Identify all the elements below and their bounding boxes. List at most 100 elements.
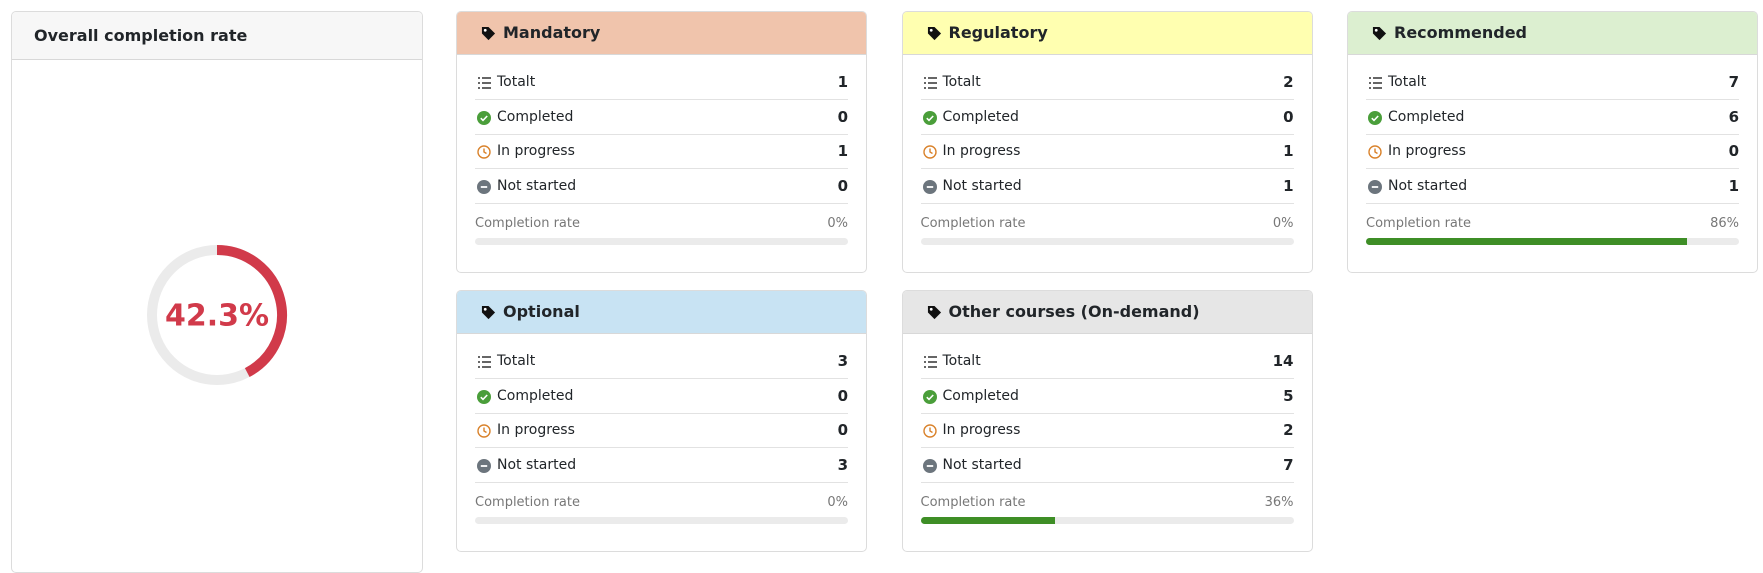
category-card: Other courses (On-demand) Totalt 14 Complet…	[901, 290, 1313, 552]
donut: 42.3%	[147, 245, 287, 385]
donut-arc	[216, 245, 287, 377]
list-icon	[478, 356, 491, 368]
row-label: Completed	[942, 387, 1019, 404]
category-card: Mandatory Totalt 1 Completed 0 In progress 1 No…	[456, 11, 867, 273]
tag-icon	[927, 305, 941, 320]
progress-track	[1366, 238, 1739, 245]
card-header: Recommended	[1348, 12, 1757, 55]
row-value: 7	[1283, 455, 1294, 474]
completion-label: Completion rate	[475, 495, 580, 510]
row-label: Completed	[1388, 108, 1465, 125]
row-value: 1	[1728, 176, 1739, 195]
row-separator	[1366, 168, 1739, 169]
row-separator	[920, 202, 1294, 204]
clock-icon	[1368, 145, 1382, 159]
row-value: 1	[1283, 176, 1294, 195]
card-title: Optional	[503, 302, 580, 321]
row-value: 2	[1283, 421, 1294, 439]
tag-icon	[1372, 26, 1387, 41]
completion-label: Completion rate	[920, 216, 1026, 231]
row-separator	[475, 378, 848, 379]
category-card: Regulatory Totalt 2 Completed 0 In progress 1 N…	[901, 11, 1313, 273]
row-label: Not started	[497, 177, 577, 194]
row-value: 1	[1283, 142, 1294, 160]
row-label: In progress	[942, 143, 1021, 159]
row-label: Not started	[1388, 177, 1468, 194]
row-label: Completed	[497, 387, 574, 404]
check-icon	[922, 110, 937, 125]
row-label: Not started	[942, 456, 1022, 473]
row-label: Totalt	[942, 353, 981, 369]
row-label: Totalt	[497, 353, 536, 369]
row-separator	[475, 168, 848, 169]
list-icon	[478, 77, 491, 89]
row-separator	[920, 99, 1294, 100]
row-value: 5	[1283, 386, 1294, 405]
progress-track	[475, 238, 848, 245]
row-separator	[1366, 99, 1739, 100]
minus-icon	[922, 458, 937, 473]
row-label: Totalt	[1388, 74, 1427, 90]
row-value: 0	[1728, 142, 1739, 160]
row-value: 2	[1283, 73, 1294, 91]
card-header: Regulatory	[902, 12, 1312, 55]
card-header: Mandatory	[457, 12, 866, 55]
row-value: 0	[837, 421, 848, 439]
overall-card: Overall completion rate 42.3%	[11, 11, 423, 573]
row-separator	[920, 378, 1294, 379]
clock-icon	[477, 145, 491, 159]
card-header: Optional	[457, 291, 866, 334]
row-separator	[920, 168, 1294, 169]
completion-value: 0%	[827, 495, 848, 510]
progress-track	[920, 238, 1294, 245]
overall-title: Overall completion rate	[34, 26, 248, 45]
donut-label: 42.3%	[165, 299, 269, 334]
overall-header: Overall completion rate	[12, 12, 422, 60]
completion-label: Completion rate	[475, 216, 580, 231]
minus-icon	[1368, 179, 1382, 194]
card-title: Recommended	[1394, 23, 1527, 42]
tag-icon	[481, 26, 496, 41]
row-label: Totalt	[942, 74, 981, 90]
check-icon	[1368, 110, 1382, 125]
row-label: In progress	[1388, 143, 1466, 159]
row-label: Not started	[942, 177, 1022, 194]
card-title: Mandatory	[503, 23, 601, 42]
row-value: 0	[1283, 107, 1294, 126]
row-value: 7	[1728, 73, 1739, 91]
completion-value: 86%	[1710, 216, 1739, 231]
row-separator	[1366, 202, 1739, 204]
category-card: Recommended Totalt 7 Completed 6 In progress 0…	[1347, 11, 1758, 273]
row-value: 6	[1728, 107, 1739, 126]
row-value: 0	[837, 176, 848, 195]
clock-icon	[477, 424, 491, 438]
minus-icon	[477, 458, 491, 473]
check-icon	[477, 389, 491, 404]
row-separator	[475, 412, 848, 414]
row-label: In progress	[497, 422, 575, 438]
row-value: 1	[837, 142, 848, 160]
row-separator	[920, 412, 1294, 414]
completion-label: Completion rate	[920, 495, 1026, 510]
row-label: Completed	[497, 108, 574, 125]
completion-value: 0%	[1272, 216, 1294, 231]
check-icon	[922, 389, 937, 404]
completion-label: Completion rate	[1366, 216, 1471, 231]
row-separator	[920, 447, 1294, 448]
row-value: 3	[837, 455, 848, 474]
row-separator	[475, 481, 848, 483]
row-label: Not started	[497, 456, 577, 473]
list-icon	[1369, 77, 1382, 89]
progress-fill	[1366, 238, 1687, 245]
completion-value: 36%	[1264, 495, 1294, 510]
row-separator	[1366, 133, 1739, 135]
card-title: Regulatory	[948, 23, 1048, 42]
minus-icon	[922, 179, 937, 194]
card-header: Other courses (On-demand)	[902, 291, 1312, 334]
row-value: 14	[1272, 352, 1294, 370]
clock-icon	[922, 424, 937, 438]
row-separator	[920, 133, 1294, 135]
progress-track	[920, 517, 1294, 524]
tag-icon	[481, 305, 496, 320]
